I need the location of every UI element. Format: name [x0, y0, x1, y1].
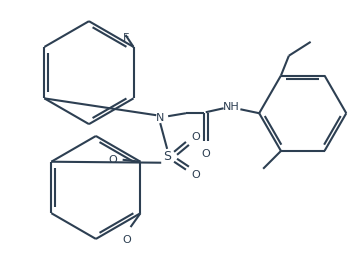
Text: O: O: [108, 155, 117, 165]
Text: O: O: [191, 170, 200, 180]
Text: NH: NH: [223, 102, 240, 112]
Text: N: N: [156, 113, 164, 123]
Text: O: O: [122, 235, 131, 245]
Text: S: S: [163, 150, 171, 163]
Text: O: O: [191, 132, 200, 142]
Text: O: O: [201, 149, 210, 159]
Text: F: F: [122, 33, 129, 43]
